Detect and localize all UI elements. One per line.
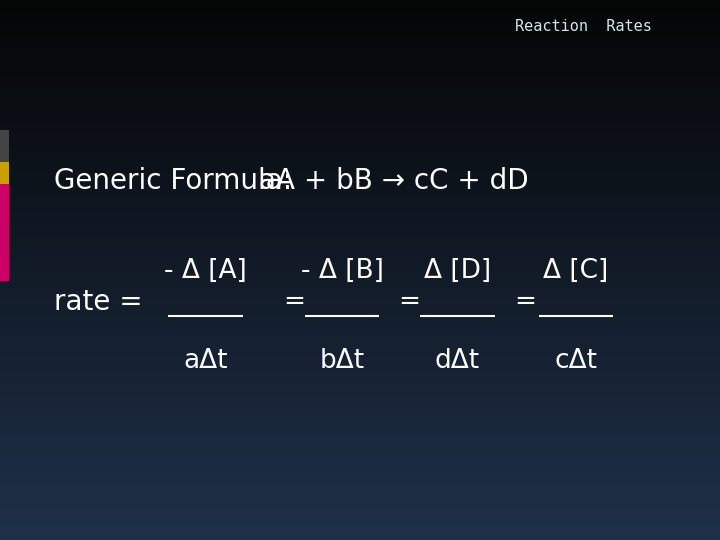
- Text: - Δ [B]: - Δ [B]: [300, 258, 384, 284]
- Text: aA + bB → cC + dD: aA + bB → cC + dD: [259, 167, 528, 195]
- Bar: [0, 130, 9, 162]
- Text: cΔt: cΔt: [554, 348, 598, 374]
- Bar: [0, 184, 9, 281]
- Bar: [0, 162, 9, 184]
- Text: Generic Formula:: Generic Formula:: [54, 167, 292, 195]
- Text: =: =: [515, 289, 536, 315]
- Text: =: =: [283, 289, 305, 315]
- Text: Δ [C]: Δ [C]: [544, 258, 608, 284]
- Text: Reaction  Rates: Reaction Rates: [515, 19, 652, 34]
- Text: - Δ [A]: - Δ [A]: [164, 258, 246, 284]
- Text: =: =: [398, 289, 420, 315]
- Text: bΔt: bΔt: [320, 348, 364, 374]
- Text: rate =: rate =: [54, 288, 151, 316]
- Text: Δ [D]: Δ [D]: [423, 258, 491, 284]
- Text: aΔt: aΔt: [183, 348, 228, 374]
- Text: dΔt: dΔt: [435, 348, 480, 374]
